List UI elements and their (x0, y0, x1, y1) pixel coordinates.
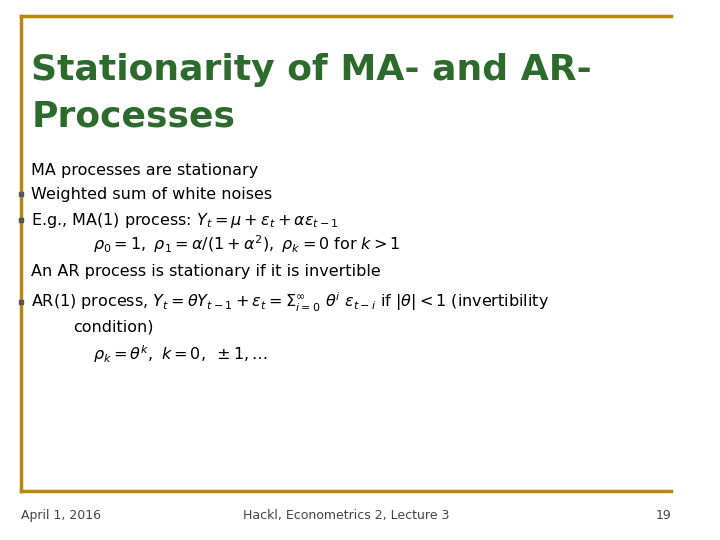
Text: An AR process is stationary if it is invertible: An AR process is stationary if it is inv… (31, 264, 381, 279)
Text: Weighted sum of white noises: Weighted sum of white noises (31, 187, 272, 202)
Text: $\rho_0 = 1,\ \rho_1 = \alpha/(1 + \alpha^2),\ \rho_k = 0$ for $k > 1$: $\rho_0 = 1,\ \rho_1 = \alpha/(1 + \alph… (94, 233, 401, 255)
Text: 19: 19 (656, 509, 671, 522)
Text: April 1, 2016: April 1, 2016 (21, 509, 101, 522)
Text: AR(1) process, $Y_t = \theta Y_{t-1} + \varepsilon_t = \Sigma^\infty_{i=0}\ \the: AR(1) process, $Y_t = \theta Y_{t-1} + \… (31, 291, 549, 314)
Text: MA processes are stationary: MA processes are stationary (31, 163, 258, 178)
Text: condition): condition) (73, 319, 153, 334)
Text: $\rho_k = \theta^k,\ k = 0,\ \pm 1,\ldots$: $\rho_k = \theta^k,\ k = 0,\ \pm 1,\ldot… (94, 343, 269, 364)
Text: Hackl, Econometrics 2, Lecture 3: Hackl, Econometrics 2, Lecture 3 (243, 509, 449, 522)
Text: Processes: Processes (31, 99, 235, 133)
Text: Stationarity of MA- and AR-: Stationarity of MA- and AR- (31, 53, 592, 87)
Text: E.g., MA(1) process: $Y_t = \mu + \varepsilon_t + \alpha\varepsilon_{t-1}$: E.g., MA(1) process: $Y_t = \mu + \varep… (31, 211, 339, 230)
